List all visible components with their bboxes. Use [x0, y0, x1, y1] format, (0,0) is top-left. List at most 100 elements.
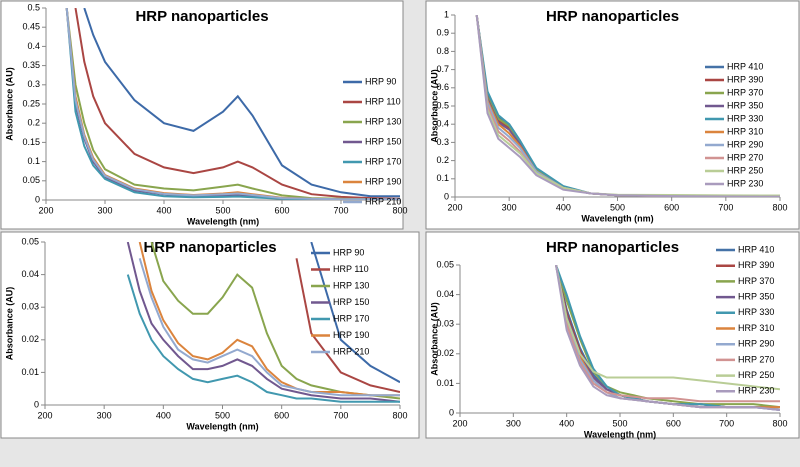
- legend-label: HRP 230: [738, 386, 774, 396]
- y-tick-label: 0.01: [21, 367, 39, 377]
- chart-title: HRP nanoparticles: [546, 239, 679, 256]
- legend-label: HRP 410: [738, 244, 774, 254]
- data-line: [74, 8, 400, 200]
- legend-label: HRP 170: [333, 313, 369, 323]
- legend-label: HRP 370: [727, 87, 763, 97]
- y-tick-label: 0.02: [21, 334, 39, 344]
- x-tick-label: 700: [333, 410, 348, 420]
- legend-label: HRP 290: [738, 339, 774, 349]
- x-tick-label: 400: [156, 205, 171, 215]
- y-tick-label: 0.25: [22, 98, 40, 108]
- y-tick-label: 0.15: [22, 137, 40, 147]
- plot-area: [555, 265, 780, 411]
- legend-label: HRP 370: [738, 276, 774, 286]
- y-tick-label: 0: [35, 194, 40, 204]
- y-axis-label: Absorbance (AU): [429, 69, 439, 143]
- y-tick-label: 0.2: [27, 118, 40, 128]
- y-axis-label: Absorbance (AU): [4, 287, 14, 361]
- y-tick-label: 1: [444, 9, 449, 19]
- y-tick-label: 0.04: [21, 269, 39, 279]
- data-line: [126, 242, 400, 403]
- y-tick-label: 0.2: [436, 155, 449, 165]
- y-tick-label: 0.01: [436, 378, 454, 388]
- x-tick-label: 500: [215, 205, 230, 215]
- y-tick-label: 0.3: [436, 137, 449, 147]
- x-tick-label: 500: [215, 410, 230, 420]
- data-line: [475, 15, 780, 197]
- data-line: [138, 258, 400, 397]
- y-tick-label: 0.1: [436, 173, 449, 183]
- data-line: [150, 242, 400, 400]
- y-tick-label: 0.5: [436, 100, 449, 110]
- data-line: [65, 8, 400, 200]
- panel: [0, 231, 420, 439]
- legend-label: HRP 350: [727, 100, 763, 110]
- y-tick-label: 0.6: [436, 82, 449, 92]
- y-tick-label: 0: [34, 399, 39, 409]
- y-tick-label: 0.35: [22, 60, 40, 70]
- data-line: [475, 15, 780, 197]
- data-line: [126, 274, 400, 403]
- legend-label: HRP 150: [365, 136, 401, 146]
- legend-label: HRP 210: [333, 346, 369, 356]
- data-line: [555, 265, 780, 403]
- legend-label: HRP 330: [738, 307, 774, 317]
- x-tick-label: 200: [37, 410, 52, 420]
- plot-area: [126, 242, 400, 403]
- x-tick-label: 300: [97, 205, 112, 215]
- y-tick-label: 0.05: [21, 236, 39, 246]
- plot-area: [65, 8, 400, 200]
- legend-label: HRP 170: [365, 156, 401, 166]
- y-tick-label: 0.45: [22, 22, 40, 32]
- y-tick-label: 0.7: [436, 64, 449, 74]
- x-tick-label: 600: [274, 410, 289, 420]
- y-tick-label: 0.05: [22, 175, 40, 185]
- x-tick-label: 200: [452, 418, 467, 428]
- x-tick-label: 800: [392, 410, 407, 420]
- data-line: [310, 242, 400, 384]
- legend-label: HRP 90: [333, 247, 364, 257]
- x-axis-label: Wavelength (nm): [581, 213, 653, 223]
- legend-label: HRP 210: [365, 196, 401, 206]
- y-tick-label: 0.9: [436, 28, 449, 38]
- data-line: [555, 265, 780, 411]
- y-tick-label: 0.1: [27, 156, 40, 166]
- data-line: [83, 8, 400, 198]
- legend-label: HRP 190: [365, 176, 401, 186]
- x-tick-label: 300: [506, 418, 521, 428]
- y-tick-label: 0.8: [436, 46, 449, 56]
- y-tick-label: 0.05: [436, 259, 454, 269]
- y-tick-label: 0.5: [27, 2, 40, 12]
- legend-label: HRP 250: [727, 165, 763, 175]
- x-tick-label: 600: [664, 202, 679, 212]
- chart-title: HRP nanoparticles: [135, 8, 268, 25]
- data-line: [138, 242, 400, 397]
- x-axis-label: Wavelength (nm): [186, 421, 258, 431]
- plot-area: [475, 15, 780, 197]
- y-tick-label: 0: [444, 191, 449, 201]
- legend-label: HRP 390: [727, 74, 763, 84]
- data-line: [555, 265, 780, 391]
- legend-label: HRP 110: [333, 264, 369, 274]
- data-line: [295, 258, 400, 393]
- y-tick-label: 0.3: [27, 79, 40, 89]
- x-tick-label: 800: [772, 418, 787, 428]
- y-axis-label: Absorbance (AU): [429, 302, 439, 376]
- x-tick-label: 800: [392, 205, 407, 215]
- chart-title: HRP nanoparticles: [143, 239, 276, 256]
- legend-label: HRP 350: [738, 291, 774, 301]
- x-tick-label: 800: [772, 202, 787, 212]
- y-tick-label: 0.04: [436, 289, 454, 299]
- legend-label: HRP 290: [727, 139, 763, 149]
- y-tick-label: 0.03: [21, 302, 39, 312]
- legend-label: HRP 130: [333, 280, 369, 290]
- x-tick-label: 300: [97, 410, 112, 420]
- legend-label: HRP 270: [738, 354, 774, 364]
- y-tick-label: 0.4: [436, 119, 449, 129]
- x-tick-label: 700: [719, 418, 734, 428]
- x-tick-label: 500: [610, 202, 625, 212]
- legend-label: HRP 130: [365, 116, 401, 126]
- x-tick-label: 400: [556, 202, 571, 212]
- x-axis-label: Wavelength (nm): [187, 216, 259, 226]
- y-axis-label: Absorbance (AU): [4, 67, 14, 141]
